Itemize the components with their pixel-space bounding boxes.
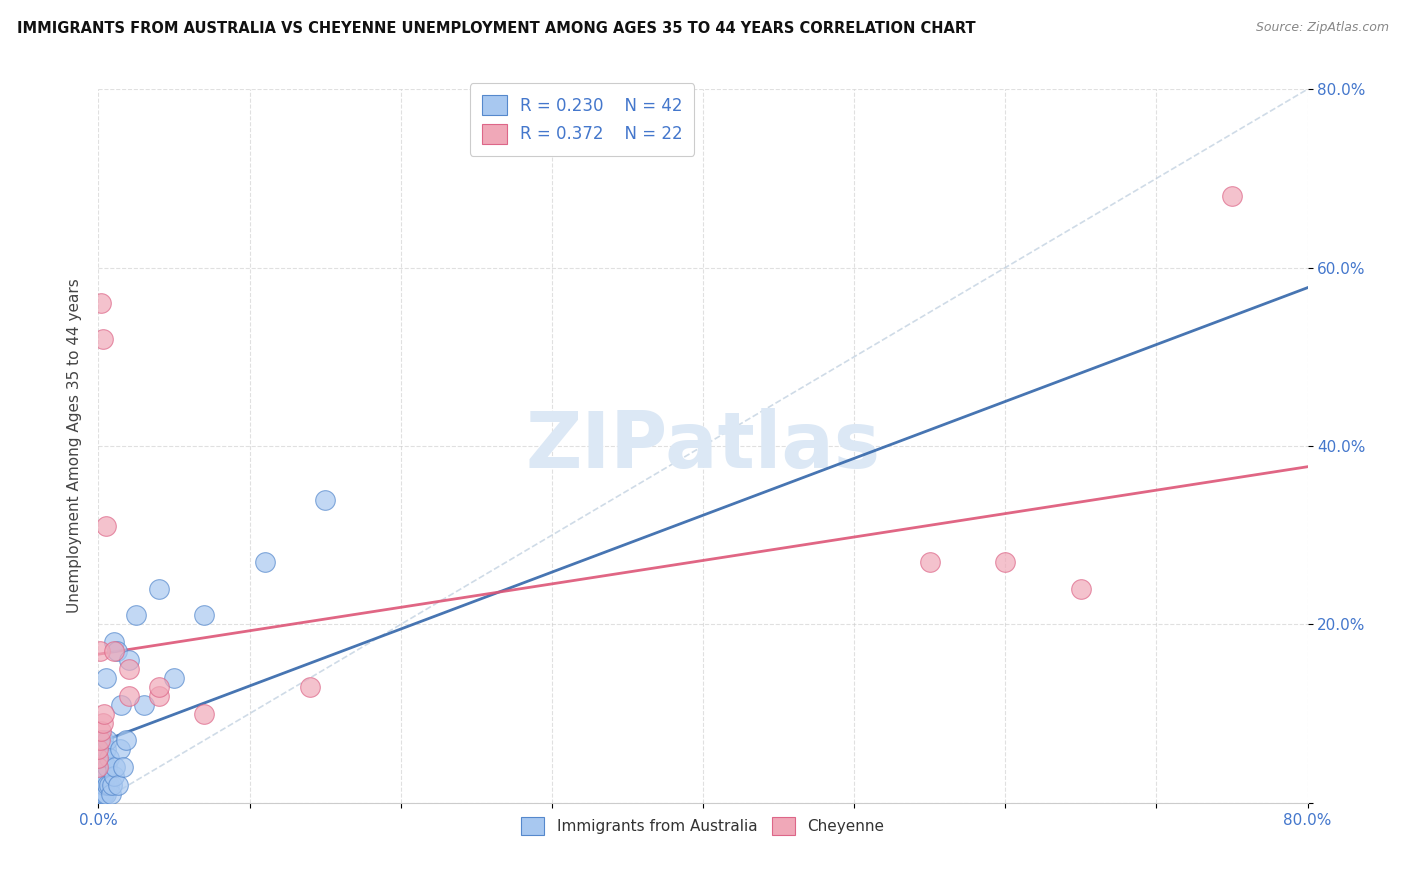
Point — [193, 608, 215, 623]
Text: ZIPatlas: ZIPatlas — [526, 408, 880, 484]
Point — [87, 760, 110, 774]
Point — [91, 715, 114, 730]
Point — [94, 742, 117, 756]
Point — [314, 492, 336, 507]
Point — [98, 751, 121, 765]
Point — [118, 662, 141, 676]
Point — [89, 760, 111, 774]
Point — [163, 671, 186, 685]
Point — [103, 644, 125, 658]
Point — [94, 769, 117, 783]
Point — [918, 555, 941, 569]
Point — [87, 751, 110, 765]
Point — [193, 706, 215, 721]
Point — [110, 698, 132, 712]
Point — [125, 608, 148, 623]
Point — [90, 787, 112, 801]
Point — [90, 724, 112, 739]
Point — [93, 760, 115, 774]
Point — [118, 653, 141, 667]
Point — [1220, 189, 1243, 203]
Point — [111, 760, 134, 774]
Point — [107, 778, 129, 792]
Point — [100, 787, 122, 801]
Point — [89, 644, 111, 658]
Point — [105, 644, 128, 658]
Point — [103, 635, 125, 649]
Point — [89, 787, 111, 801]
Point — [91, 332, 114, 346]
Point — [253, 555, 276, 569]
Point — [98, 778, 121, 792]
Point — [89, 733, 111, 747]
Point — [96, 733, 118, 747]
Point — [132, 698, 155, 712]
Point — [1070, 582, 1092, 596]
Point — [148, 689, 170, 703]
Point — [91, 787, 114, 801]
Point — [90, 296, 112, 310]
Point — [91, 733, 114, 747]
Point — [96, 778, 118, 792]
Point — [94, 671, 117, 685]
Point — [101, 778, 124, 792]
Point — [90, 769, 112, 783]
Point — [994, 555, 1017, 569]
Point — [94, 787, 117, 801]
Point — [108, 742, 131, 756]
Point — [91, 751, 114, 765]
Text: IMMIGRANTS FROM AUSTRALIA VS CHEYENNE UNEMPLOYMENT AMONG AGES 35 TO 44 YEARS COR: IMMIGRANTS FROM AUSTRALIA VS CHEYENNE UN… — [17, 21, 976, 36]
Point — [93, 706, 115, 721]
Point — [103, 769, 125, 783]
Point — [90, 778, 112, 792]
Point — [299, 680, 322, 694]
Point — [87, 742, 110, 756]
Point — [96, 760, 118, 774]
Point — [90, 751, 112, 765]
Point — [118, 689, 141, 703]
Point — [104, 760, 127, 774]
Point — [148, 582, 170, 596]
Text: Source: ZipAtlas.com: Source: ZipAtlas.com — [1256, 21, 1389, 34]
Point — [93, 778, 115, 792]
Legend: Immigrants from Australia, Cheyenne: Immigrants from Australia, Cheyenne — [515, 811, 891, 841]
Point — [89, 778, 111, 792]
Point — [114, 733, 136, 747]
Point — [94, 519, 117, 533]
Point — [148, 680, 170, 694]
Point — [91, 769, 114, 783]
Y-axis label: Unemployment Among Ages 35 to 44 years: Unemployment Among Ages 35 to 44 years — [66, 278, 82, 614]
Point — [93, 787, 115, 801]
